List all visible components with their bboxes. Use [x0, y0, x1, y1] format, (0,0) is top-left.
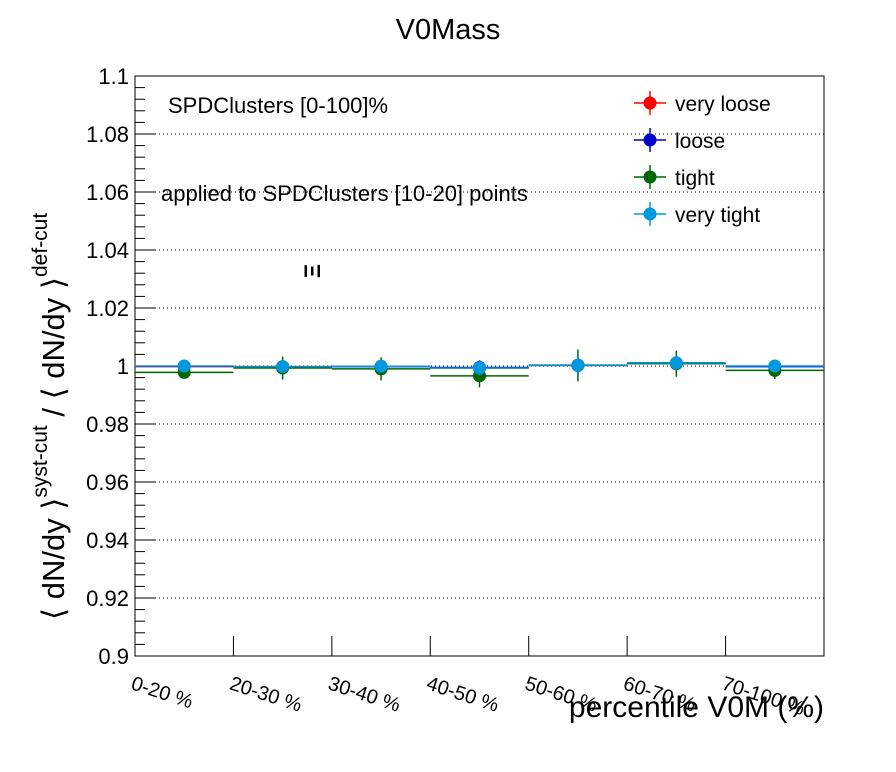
annotation-range: SPDClusters [0-100]% [168, 93, 388, 118]
y-axis: 0.9 0.92 0.94 0.96 0.98 1 1.02 1.04 1.06 1.08 1.1 [86, 64, 155, 669]
y-tick-label: 1.06 [86, 180, 129, 205]
x-axis-title: percentile V0M (%) [569, 691, 824, 724]
legend-entry: loose [634, 128, 725, 153]
y-tick-label: 0.96 [86, 470, 129, 495]
y-axis-title-sup1: syst-cut [29, 425, 52, 498]
data-series [135, 349, 824, 388]
x-tick-label: 0-20 % [128, 673, 195, 714]
legend-label: loose [675, 130, 725, 153]
y-tick-label: 1.04 [86, 238, 129, 263]
x-tick-label: 30-40 % [325, 673, 403, 717]
y-tick-label: 1 [117, 354, 129, 379]
y-tick-label: 0.94 [86, 528, 129, 553]
legend-label: very loose [675, 93, 771, 116]
data-point [768, 359, 782, 373]
legend-entry: very loose [634, 91, 771, 116]
data-point [669, 356, 683, 370]
legend: very loose loose tight very tight [634, 91, 771, 227]
y-tick-label: 1.1 [98, 64, 129, 89]
y-axis-title-sep: / [36, 399, 71, 425]
x-tick-label: 20-30 % [227, 673, 305, 717]
y-tick-label: 0.98 [86, 412, 129, 437]
legend-label: very tight [675, 204, 760, 227]
legend-marker [643, 170, 657, 184]
x-tick-label: 40-50 % [424, 673, 502, 717]
annotation-applied: applied to SPDClusters [10-20] points [161, 181, 528, 206]
y-tick-label: 1.02 [86, 296, 129, 321]
data-point [473, 361, 486, 375]
y-tick-label: 0.9 [98, 644, 129, 669]
y-axis-title-sup2: def-cut [29, 213, 52, 277]
y-tick-label: 1.08 [86, 122, 129, 147]
legend-marker [643, 96, 657, 110]
chart-title: V0Mass [396, 14, 501, 46]
series-very-tight [135, 354, 824, 376]
y-axis-title-part1: ⟨ dN/dy ⟩ [36, 498, 71, 620]
data-point [374, 359, 388, 373]
y-axis-title-part2: ⟨ dN/dy ⟩ [36, 277, 71, 399]
legend-entry: tight [634, 165, 715, 190]
y-axis-title: ⟨ dN/dy ⟩syst-cut / ⟨ dN/dy ⟩def-cut [29, 213, 71, 620]
legend-entry: very tight [634, 202, 760, 227]
legend-marker [643, 133, 657, 147]
data-point [276, 360, 290, 374]
annotation-particle: Ξ [300, 264, 325, 278]
data-point [177, 359, 191, 373]
data-point [571, 358, 585, 372]
legend-label: tight [675, 167, 715, 190]
legend-marker [643, 207, 657, 221]
y-tick-label: 0.92 [86, 586, 129, 611]
